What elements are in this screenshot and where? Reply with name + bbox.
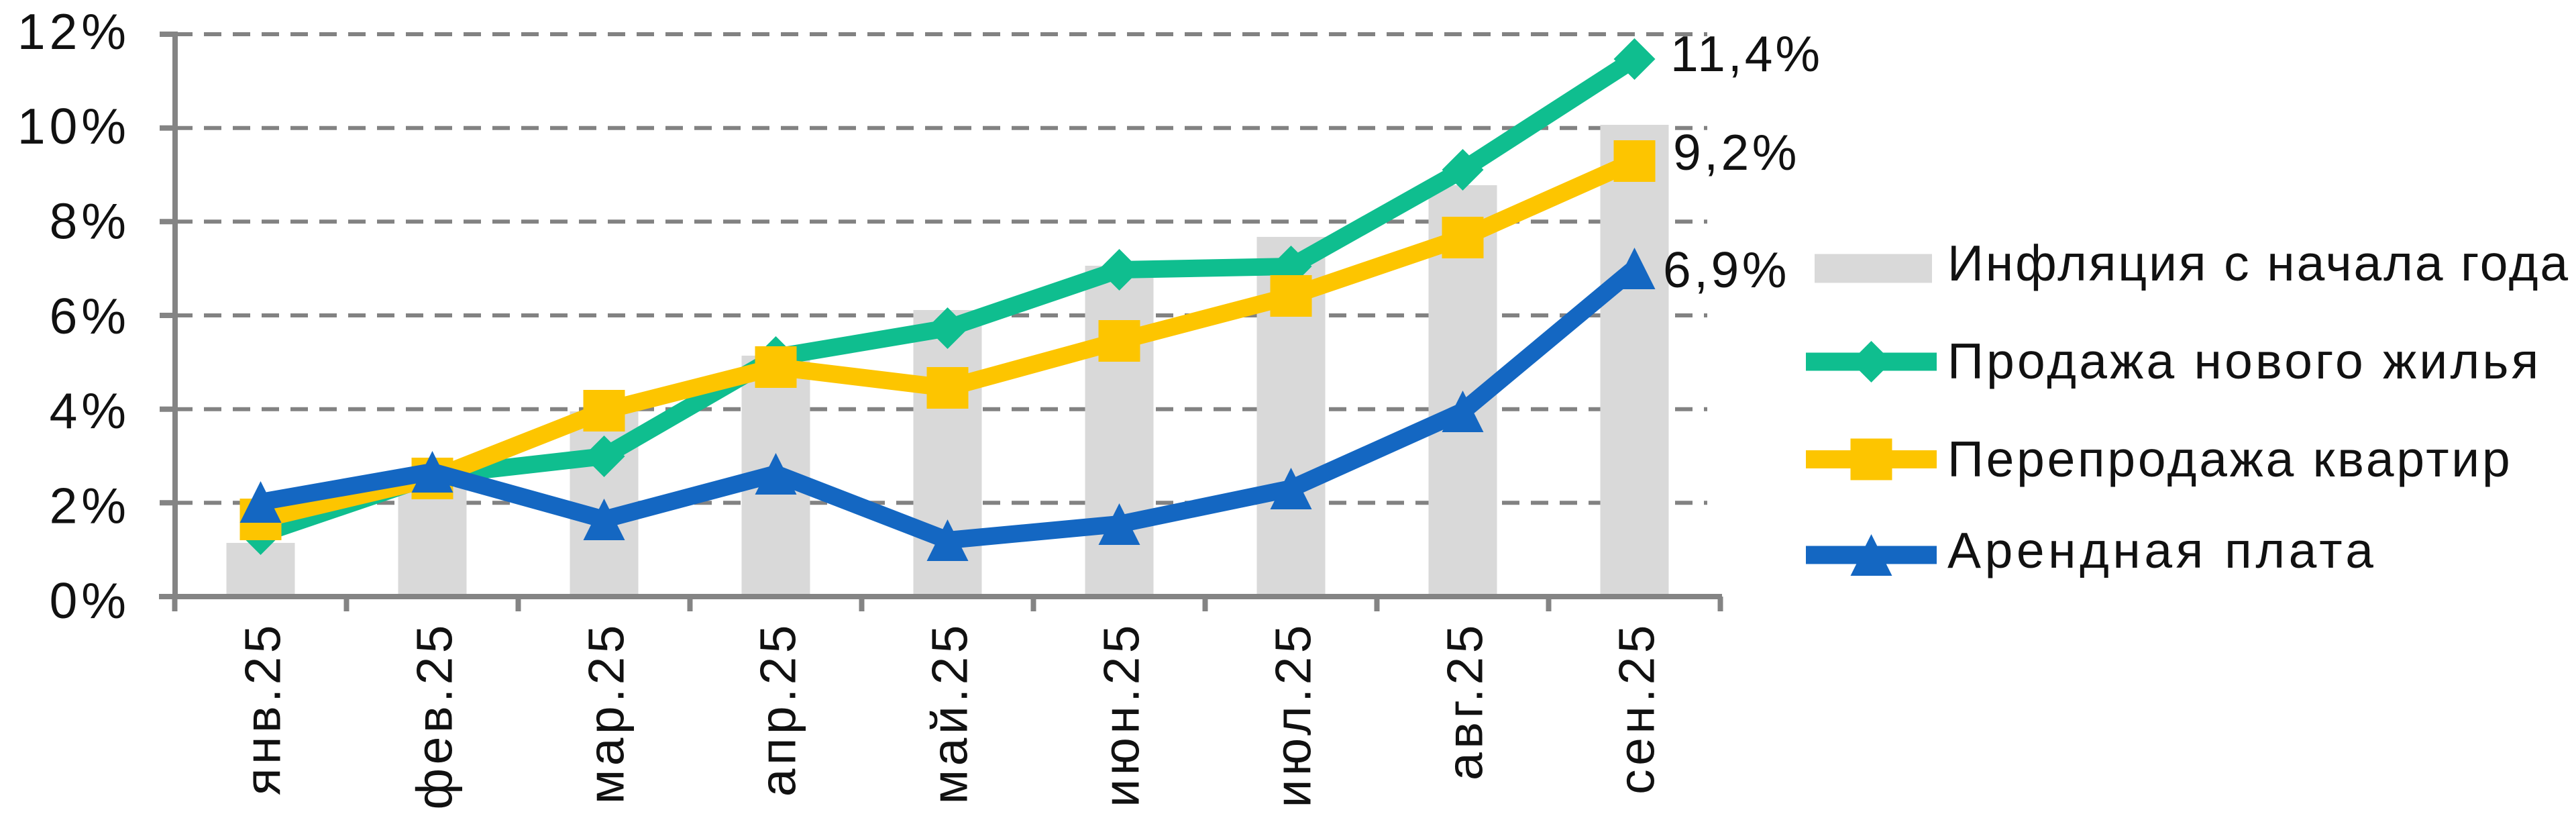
svg-text:авг.25: авг.25: [1437, 621, 1493, 780]
svg-text:Продажа нового жилья: Продажа нового жилья: [1947, 333, 2542, 389]
svg-text:сен.25: сен.25: [1609, 621, 1665, 795]
svg-text:8%: 8%: [50, 193, 130, 250]
svg-text:0%: 0%: [50, 572, 130, 629]
svg-text:мар.25: мар.25: [578, 621, 635, 804]
svg-text:9,2%: 9,2%: [1673, 124, 1800, 181]
svg-text:янв.25: янв.25: [235, 621, 291, 795]
svg-text:Перепродажа квартир: Перепродажа квартир: [1947, 431, 2512, 487]
svg-text:11,4%: 11,4%: [1670, 26, 1823, 82]
svg-text:4%: 4%: [50, 383, 130, 439]
svg-text:6,9%: 6,9%: [1663, 242, 1790, 298]
svg-text:июл.25: июл.25: [1265, 621, 1322, 808]
svg-text:6%: 6%: [50, 288, 130, 344]
svg-text:фев.25: фев.25: [407, 621, 463, 810]
svg-text:май.25: май.25: [922, 621, 978, 804]
svg-text:апр.25: апр.25: [750, 621, 806, 797]
svg-text:Арендная плата: Арендная плата: [1947, 522, 2377, 578]
svg-text:Инфляция с начала года: Инфляция с начала года: [1947, 235, 2570, 291]
svg-text:10%: 10%: [17, 98, 130, 154]
svg-text:июн.25: июн.25: [1093, 621, 1150, 807]
svg-text:2%: 2%: [50, 478, 130, 534]
svg-text:12%: 12%: [17, 3, 130, 60]
